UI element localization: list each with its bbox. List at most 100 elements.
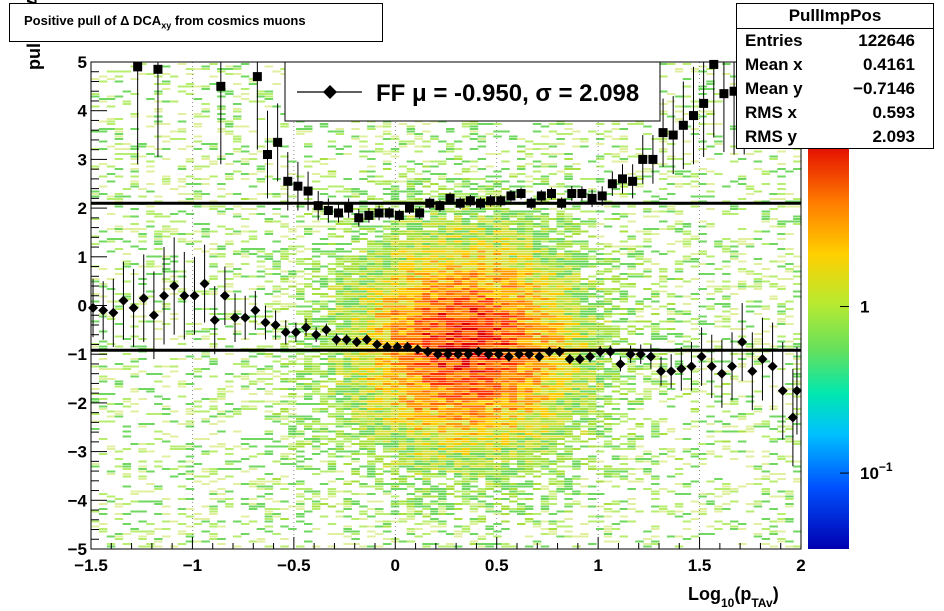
heatmap-cell xyxy=(517,328,526,330)
heatmap-cell xyxy=(438,233,447,235)
heatmap-cell xyxy=(398,518,408,520)
heatmap-cell xyxy=(517,338,526,340)
heatmap-cell xyxy=(233,520,242,523)
heatmap-cell xyxy=(209,143,218,145)
heatmap-cell xyxy=(469,368,479,370)
heatmap-cell xyxy=(351,453,360,455)
heatmap-cell xyxy=(382,183,392,185)
heatmap-cell xyxy=(367,253,376,255)
heatmap-cell xyxy=(406,423,416,425)
heatmap-cell xyxy=(225,460,234,463)
heatmap-cell xyxy=(446,438,455,440)
heatmap-cell xyxy=(438,355,447,358)
heatmap-cell xyxy=(477,195,487,198)
heatmap-cell xyxy=(477,503,487,505)
heatmap-cell xyxy=(240,358,250,360)
heatmap-cell xyxy=(240,275,250,278)
heatmap-cell xyxy=(477,453,487,455)
heatmap-cell xyxy=(469,363,479,365)
heatmap-cell xyxy=(264,193,274,195)
heatmap-cell xyxy=(485,398,494,400)
heatmap-cell xyxy=(335,400,345,403)
heatmap-cell xyxy=(390,383,400,385)
heatmap-cell xyxy=(422,230,431,233)
heatmap-cell xyxy=(375,175,384,178)
heatmap-cell xyxy=(517,258,526,260)
heatmap-cell xyxy=(359,285,368,288)
heatmap-cell xyxy=(390,243,400,245)
heatmap-cell xyxy=(422,388,431,390)
heatmap-cell xyxy=(272,105,281,108)
heatmap-cell xyxy=(469,320,479,323)
heatmap-cell xyxy=(367,330,376,333)
heatmap-cell xyxy=(225,315,234,318)
heatmap-cell xyxy=(477,505,487,508)
heatmap-cell xyxy=(375,478,384,480)
heatmap-cell xyxy=(430,398,439,400)
heatmap-cell xyxy=(233,460,242,463)
heatmap-cell xyxy=(304,358,313,360)
heatmap-cell xyxy=(272,388,281,390)
heatmap-cell xyxy=(493,400,502,403)
heatmap-cell xyxy=(177,533,187,535)
heatmap-cell xyxy=(477,408,487,410)
heatmap-cell xyxy=(453,443,463,445)
heatmap-cell xyxy=(359,485,368,488)
heatmap-cell xyxy=(138,448,147,450)
heatmap-cell xyxy=(485,250,494,253)
heatmap-cell xyxy=(501,225,510,228)
heatmap-cell xyxy=(209,360,218,363)
heatmap-cell xyxy=(264,473,274,475)
heatmap-cell xyxy=(288,305,297,308)
heatmap-cell xyxy=(280,410,289,413)
heatmap-cell xyxy=(469,398,479,400)
heatmap-cell xyxy=(453,450,463,453)
heatmap-cell xyxy=(446,268,455,270)
heatmap-cell xyxy=(375,360,384,363)
heatmap-cell xyxy=(296,418,305,420)
heatmap-cell xyxy=(382,445,392,448)
heatmap-cell xyxy=(422,403,431,405)
heatmap-cell xyxy=(524,430,534,433)
heatmap-cell xyxy=(351,538,360,540)
heatmap-cell xyxy=(422,430,431,433)
heatmap-cell xyxy=(114,503,124,505)
heatmap-cell xyxy=(414,510,423,513)
heatmap-cell xyxy=(130,223,139,225)
heatmap-cell xyxy=(446,210,455,213)
heatmap-cell xyxy=(177,128,187,130)
heatmap-cell xyxy=(248,505,258,508)
heatmap-cell xyxy=(477,323,487,325)
heatmap-cell xyxy=(461,170,471,173)
heatmap-cell xyxy=(438,250,447,253)
heatmap-cell xyxy=(311,288,321,290)
heatmap-cell xyxy=(280,508,289,510)
heatmap-cell xyxy=(162,158,171,160)
heatmap-cell xyxy=(485,300,494,303)
heatmap-cell xyxy=(446,465,455,468)
heatmap-cell xyxy=(430,138,439,140)
heatmap-cell xyxy=(406,263,416,265)
heatmap-cell xyxy=(501,405,510,408)
heatmap-cell xyxy=(130,390,139,393)
heatmap-cell xyxy=(248,438,258,440)
heatmap-cell xyxy=(469,373,479,375)
heatmap-cell xyxy=(398,420,408,423)
heatmap-cell xyxy=(367,415,376,418)
heatmap-cell xyxy=(367,380,376,383)
heatmap-cell xyxy=(296,290,305,293)
heatmap-cell xyxy=(209,375,218,378)
heatmap-cell xyxy=(446,388,455,390)
heatmap-cell xyxy=(382,220,392,223)
heatmap-cell xyxy=(501,493,510,495)
heatmap-cell xyxy=(359,440,368,443)
heatmap-cell xyxy=(485,240,494,243)
heatmap-cell xyxy=(493,340,502,343)
heatmap-cell xyxy=(359,135,368,138)
heatmap-cell xyxy=(398,143,408,145)
heatmap-cell xyxy=(398,385,408,388)
heatmap-cell xyxy=(430,518,439,520)
heatmap-cell xyxy=(501,468,510,470)
heatmap-cell xyxy=(319,363,329,365)
heatmap-cell xyxy=(524,418,534,420)
